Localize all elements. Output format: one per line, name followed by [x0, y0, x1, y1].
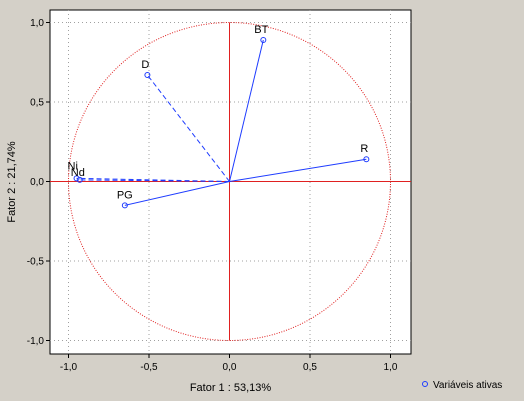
vector-r — [229, 158, 367, 182]
point-label-ni: Ni — [68, 160, 78, 172]
x-tick-label: 0,0 — [223, 362, 237, 373]
legend: Variáveis ativas — [422, 380, 502, 391]
point-ni — [73, 175, 80, 182]
y-tick-label: 0,5 — [30, 98, 44, 109]
point-label-d: D — [141, 59, 149, 71]
point-bt — [260, 36, 267, 43]
vector-bt — [229, 39, 264, 182]
y-tick-label: 0,0 — [30, 177, 44, 188]
point-label-pg: PG — [117, 189, 133, 201]
x-tick-label: 1,0 — [384, 362, 398, 373]
x-axis-title: Fator 1 : 53,13% — [190, 382, 272, 394]
point-label-nd: Nd — [71, 167, 85, 179]
point-d — [144, 71, 151, 78]
y-tick-label: -1,0 — [27, 336, 45, 347]
point-nd — [76, 176, 83, 183]
y-tick-labels: -1,0 -0,5 0,0 0,5 1,0 — [27, 18, 50, 347]
x-tick-labels: -1,0 -0,5 0,0 0,5 1,0 — [60, 354, 398, 373]
x-tick-label: 0,5 — [303, 362, 317, 373]
point-pg — [121, 202, 128, 209]
y-tick-label: 1,0 — [30, 18, 44, 29]
vector-pg — [124, 181, 230, 206]
vector-d — [146, 74, 230, 182]
point-label-r: R — [360, 143, 368, 155]
x-tick-label: -0,5 — [140, 362, 158, 373]
vector-nd — [79, 179, 230, 182]
x-tick-label: -1,0 — [60, 362, 78, 373]
legend-marker — [422, 381, 428, 387]
y-axis-title: Fator 2 : 21,74% — [6, 141, 18, 223]
legend-entry: Variáveis ativas — [433, 380, 502, 391]
point-label-bt: BT — [254, 24, 268, 36]
point-r — [363, 156, 370, 163]
variable-vectors — [76, 39, 367, 206]
y-tick-label: -0,5 — [27, 257, 45, 268]
